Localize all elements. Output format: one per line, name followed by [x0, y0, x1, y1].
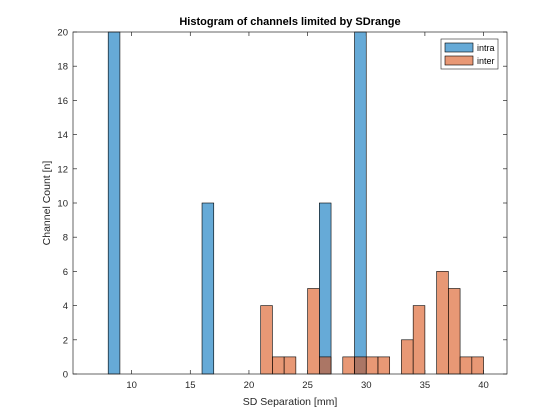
y-tick-label-2: 4: [63, 301, 68, 312]
y-tick-label-7: 14: [57, 130, 68, 141]
y-tick-label-0: 0: [63, 370, 68, 381]
x-tick-label-2: 20: [244, 380, 255, 391]
x-tick-label-1: 15: [185, 380, 196, 391]
chart-title: Histogram of channels limited by SDrange: [179, 16, 400, 28]
x-tick-label-3: 25: [302, 380, 313, 391]
legend-label-intra: intra: [477, 43, 495, 53]
y-tick-label-6: 12: [57, 164, 68, 175]
x-tick-label-4: 30: [361, 380, 372, 391]
y-tick-label-4: 8: [63, 233, 68, 244]
bar-intra-2: [319, 202, 332, 375]
y-tick-label-1: 2: [63, 335, 68, 346]
x-tick-label-5: 35: [420, 380, 431, 391]
axes-layer: 10 15 20 25 30 35 40 0 2 4 6 8 10 12 14 16 18 20: [57, 28, 508, 391]
plot-area: [73, 32, 507, 374]
legend-swatch-intra: [444, 42, 474, 53]
bar-inter-5: [342, 356, 355, 375]
y-axis-label: Channel Count [n]: [41, 161, 53, 246]
y-tick-label-5: 10: [57, 199, 68, 210]
bar-intra-3: [354, 31, 367, 375]
bar-inter-3: [307, 288, 320, 375]
bar-inter-6: [354, 356, 367, 375]
bar-inter-1: [272, 356, 285, 375]
bar-inter-9: [401, 339, 414, 375]
bar-inter-10: [412, 305, 426, 375]
bar-inter-12: [448, 288, 461, 375]
y-tick-label-9: 18: [57, 62, 68, 73]
bar-inter-2: [283, 356, 297, 375]
bar-inter-13: [459, 356, 473, 375]
bar-inter-8: [377, 356, 391, 375]
bar-inter-14: [471, 356, 484, 375]
legend: intra inter: [440, 38, 499, 70]
bar-inter-4: [319, 356, 332, 375]
y-tick-label-8: 16: [57, 96, 68, 107]
x-tick-label-0: 10: [126, 380, 137, 391]
bar-inter-7: [365, 356, 379, 375]
bar-intra-1: [201, 202, 215, 375]
bar-intra-0: [107, 31, 121, 375]
bar-inter-11: [436, 271, 449, 375]
y-tick-label-10: 20: [57, 28, 68, 39]
legend-swatch-inter: [444, 55, 474, 66]
bar-inter-0: [260, 305, 273, 375]
legend-label-inter: inter: [477, 56, 495, 66]
x-axis-label: SD Separation [mm]: [243, 396, 338, 408]
y-tick-label-3: 6: [63, 267, 68, 278]
x-tick-label-6: 40: [478, 380, 489, 391]
